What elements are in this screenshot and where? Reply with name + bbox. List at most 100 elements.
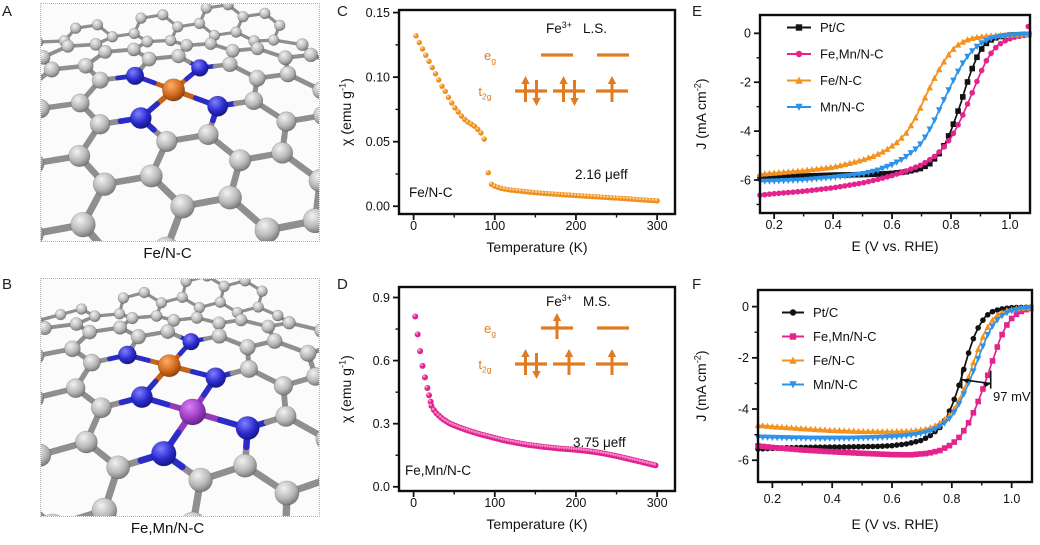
carbon-atom [41,49,51,65]
carbon-atom [172,21,184,33]
carbon-atom [75,303,88,315]
svg-text:Pt/C: Pt/C [813,305,838,320]
svg-text:0.3: 0.3 [373,417,390,431]
legend: Pt/C Fe,Mn/N-C Fe/N-C Mn/N-C [782,305,877,392]
carbon-atom [180,38,194,52]
panel-f: F 0.2 0.4 0.6 0.8 1.0 E (V vs. RHE) -6 -4 -2 0 J (… [690,273,1040,545]
chart-orr-polarization-2: 0.2 0.4 0.6 0.8 1.0 E (V vs. RHE) -6 -4 -2 0 J (mA… [693,288,1035,532]
svg-text:0.6: 0.6 [373,354,390,368]
carbon-atom [141,35,154,48]
carbon-atom [222,56,238,73]
svg-text:-2: -2 [740,76,751,90]
axes-frame [397,285,677,493]
svg-text:M.S.: M.S. [583,294,611,309]
svg-text:2.16 μeff: 2.16 μeff [575,167,628,182]
carbon-atom [234,313,248,327]
carbon-atom [204,37,217,51]
carbon-atom [41,155,45,172]
svg-text:Mn/N-C: Mn/N-C [820,100,865,115]
carbon-atom [82,353,101,372]
carbon-atom [91,71,109,89]
svg-text:0.8: 0.8 [942,218,959,232]
carbon-atom [193,17,206,30]
carbon-atom [91,19,104,31]
series-fe-mn-n-c [428,402,659,469]
carbon-atom [156,130,178,153]
carbon-atom [75,430,98,454]
svg-text:Fe,Mn/N-C: Fe,Mn/N-C [820,47,884,62]
svg-text:0: 0 [742,300,749,314]
svg-text:0.05: 0.05 [366,135,390,149]
carbon-atom [183,511,203,516]
carbon-atom [233,453,257,478]
molecular-model-fe-n-c [40,3,320,242]
carbon-atom [176,291,188,304]
series-fe-n-c [488,181,660,204]
carbon-atom [128,27,140,40]
carbon-atom [252,301,264,313]
svg-text:χ (emu g-1): χ (emu g-1) [338,78,354,146]
svg-text:3.75 μeff: 3.75 μeff [573,435,626,450]
svg-text:J (mA cm-2): J (mA cm-2) [693,78,709,149]
axes-frame [756,288,1034,484]
carbon-atom [313,106,319,125]
carbon-atom [200,4,213,14]
carbon-atom [230,26,242,38]
carbon-atom [250,41,265,56]
carbon-atom [89,37,103,51]
svg-text:100: 100 [484,219,505,233]
carbon-atom [275,405,297,427]
carbon-atom [318,473,319,483]
svg-text:-4: -4 [740,124,751,138]
iron-atom [162,78,186,102]
panel-a: A Fe/N-C [0,0,335,272]
carbon-atom [239,279,251,287]
carbon-atom [295,38,309,52]
svg-text:0.0: 0.0 [373,480,390,494]
carbon-atom [64,340,81,358]
svg-text:χ (emu g-1): χ (emu g-1) [338,355,354,423]
panel-d: D 0 100 200 300 Temperature (K) 0.0 0.3 0.6 0.9 χ… [335,273,690,545]
panel-b-caption: Fe,Mn/N-C [130,520,205,537]
carbon-atom [299,344,317,362]
carbon-atom [170,194,195,219]
carbon-atom [61,39,75,53]
carbon-atom [197,124,219,146]
carbon-atom [274,480,300,506]
svg-text:Fe/N-C: Fe/N-C [820,73,862,88]
carbon-atom [70,22,82,34]
svg-text:Temperature (K): Temperature (K) [486,516,587,532]
axes-frame [758,13,1032,215]
x-axis: 0.2 0.4 0.6 0.8 1.0 [764,482,1020,506]
nitrogen-atom [151,440,177,467]
carbon-atom [41,226,44,241]
carbon-atom [126,311,139,325]
carbon-atom [239,359,259,378]
nitrogen-atom [207,95,229,117]
svg-text:97 mV: 97 mV [993,389,1031,404]
molecular-model-fe-mn-n-c [40,278,320,517]
svg-text:Temperature (K): Temperature (K) [486,239,587,255]
svg-text:t2g: t2g [478,84,491,102]
carbon-atom [77,57,94,74]
x-axis: 0 100 200 300 [410,214,668,233]
carbon-atom [308,169,319,193]
carbon-atom [156,236,177,241]
y-axis: -6 -4 -2 0 [740,27,760,206]
iron-atom [157,354,181,378]
carbon-atom [248,69,266,87]
carbon-atom [314,323,319,338]
carbon-atom [113,308,126,320]
panel-d-letter: D [337,276,349,293]
carbon-atom [279,65,297,83]
chart-susceptibility-fe-n-c: 0 100 200 300 Temperature (K) 0.00 0.05 0.10 0.1… [338,6,677,255]
svg-text:100: 100 [484,496,505,510]
carbon-atom [157,9,169,21]
carbon-atom [225,43,240,58]
carbon-atom [214,296,226,308]
series-fe-n-c [485,169,491,176]
svg-text:-6: -6 [740,173,751,187]
carbon-atom [141,51,157,67]
carbon-atom [138,286,150,299]
